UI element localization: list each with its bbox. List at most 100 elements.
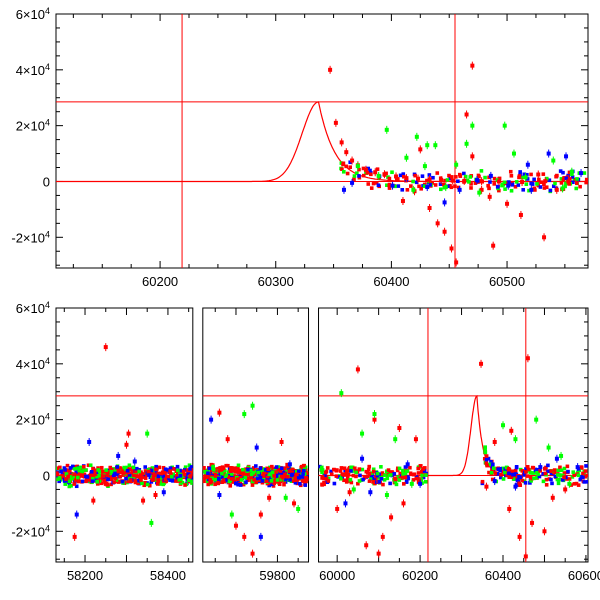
bottom-panel-noise-point <box>91 474 96 478</box>
bottom-panel-noise-point <box>235 477 240 482</box>
bottom-panel-noise-point <box>342 473 346 477</box>
bottom-panel-noise-point <box>122 465 126 470</box>
bottom-panel-noise-point <box>505 470 509 474</box>
top-panel-noise-point <box>357 174 361 178</box>
bottom-panel-noise-point <box>217 476 221 481</box>
bottom-panel-noise-point <box>274 465 279 469</box>
bottom-panel-noise-point <box>357 479 362 483</box>
bottom-panel-noise-point <box>208 477 213 482</box>
bottom-panel-noise-point <box>338 469 343 473</box>
bottom-panel-noise-point <box>149 468 154 473</box>
bottom-panel-noise-point <box>248 468 253 473</box>
bottom-panel-noise-point <box>267 472 272 477</box>
bottom-panel-noise-point <box>181 469 186 474</box>
bottom-panel-noise-point <box>109 469 114 474</box>
bottom-panel-noise-point <box>113 476 118 481</box>
bottom-panel-noise-point <box>75 475 80 480</box>
y-tick-exponent: 4 <box>45 300 50 310</box>
bottom-panel-noise-point <box>175 464 180 469</box>
bottom-panel-data-point <box>401 501 406 506</box>
bottom-panel-noise-point <box>265 475 270 480</box>
top-panel-y-tick-label: 2×104 <box>16 118 50 134</box>
bottom-panel-noise-point <box>178 468 182 473</box>
bottom-panel-noise-point <box>124 476 128 481</box>
bottom-panel-noise-point <box>239 478 244 482</box>
bottom-panel-noise-point <box>562 471 567 475</box>
bottom-panel-data-point <box>360 456 365 461</box>
top-panel-noise-point <box>487 186 491 191</box>
bottom-panel-noise-point <box>189 479 193 484</box>
bottom-panel-noise-point <box>357 467 362 471</box>
bottom-panel-data-point <box>217 493 222 498</box>
bottom-panel-noise-point <box>520 478 525 483</box>
top-panel-noise-point <box>483 175 487 180</box>
bottom-panel-noise-point <box>354 474 358 479</box>
top-panel-data-point <box>554 187 559 192</box>
bottom-panel-noise-point <box>268 469 273 474</box>
top-panel-noise-point <box>394 177 399 181</box>
bottom-panel-noise-point <box>56 466 61 470</box>
bottom-panel-noise-point <box>183 465 188 469</box>
bottom-panel-noise-point <box>287 469 292 473</box>
bottom-panel-noise-point <box>567 477 572 481</box>
top-panel-model-curve <box>56 101 588 183</box>
top-panel-data-point <box>491 243 496 248</box>
bottom-panel-noise-point <box>96 466 100 470</box>
bottom-panel-noise-point <box>283 472 287 477</box>
top-panel-noise-point <box>548 188 553 193</box>
bottom-panel-noise-point <box>582 480 587 484</box>
bottom-panel-noise-point <box>94 476 99 480</box>
bottom-panel-data-point <box>372 412 377 417</box>
bottom-panel-noise-point <box>132 475 136 480</box>
top-panel-data-point <box>511 151 516 156</box>
bottom-panel-noise-point <box>398 476 403 480</box>
top-panel-noise-point <box>398 173 403 178</box>
bottom-panel-noise-point <box>165 474 169 479</box>
bottom-panel-plot-area-2 <box>318 308 588 562</box>
bottom-panel-noise-point <box>174 479 178 483</box>
bottom-panel-noise-point <box>216 481 221 486</box>
top-panel-data-point <box>390 183 395 188</box>
top-panel-data-point <box>543 179 548 184</box>
bottom-panel-x-tick-label: 60200 <box>402 568 438 583</box>
bottom-panel-noise-point <box>386 470 391 474</box>
bottom-panel-noise-point <box>301 463 306 468</box>
bottom-panel-data-point <box>501 423 506 428</box>
bottom-panel-noise-point <box>524 467 528 471</box>
top-panel-noise-point <box>514 180 519 184</box>
bottom-panel-noise-point <box>171 472 176 476</box>
top-panel-noise-point <box>456 185 461 190</box>
bottom-panel-data-point <box>567 481 572 486</box>
bottom-panel-noise-point <box>88 463 93 468</box>
bottom-panel-noise-point <box>504 465 509 470</box>
bottom-panel-x-tick-label: 58200 <box>67 568 103 583</box>
top-panel-noise-point <box>409 184 413 188</box>
bottom-panel-noise-point <box>371 480 375 484</box>
bottom-panel-noise-point <box>418 464 423 468</box>
y-tick-mantissa: -2×10 <box>11 230 45 245</box>
y-tick-exponent: 4 <box>45 523 50 533</box>
bottom-panel-noise-point <box>366 474 370 479</box>
top-panel-noise-point <box>563 184 567 189</box>
bottom-panel-noise-point <box>393 479 398 484</box>
bottom-panel-noise-point <box>508 469 513 474</box>
bottom-panel-noise-point <box>108 465 113 470</box>
bottom-panel-data-point <box>145 431 150 436</box>
bottom-panel-noise-point <box>209 468 214 473</box>
bottom-panel-noise-point <box>303 465 308 470</box>
bottom-panel-noise-point <box>258 466 263 471</box>
top-panel-data-point <box>496 179 501 184</box>
bottom-panel-noise-point <box>501 477 506 481</box>
top-panel-data-point <box>488 173 493 178</box>
bottom-panel-noise-point <box>499 475 503 480</box>
top-panel-noise-point <box>479 169 484 173</box>
bottom-panel-noise-point <box>395 468 400 473</box>
top-panel-data-point <box>546 151 551 156</box>
top-panel-noise-point <box>486 183 490 188</box>
bottom-panel-noise-point <box>342 466 347 471</box>
bottom-panel-noise-point <box>206 471 210 476</box>
bottom-panel-noise-point <box>290 470 294 475</box>
bottom-panel-noise-point <box>118 466 122 470</box>
bottom-panel-noise-point <box>76 479 81 484</box>
